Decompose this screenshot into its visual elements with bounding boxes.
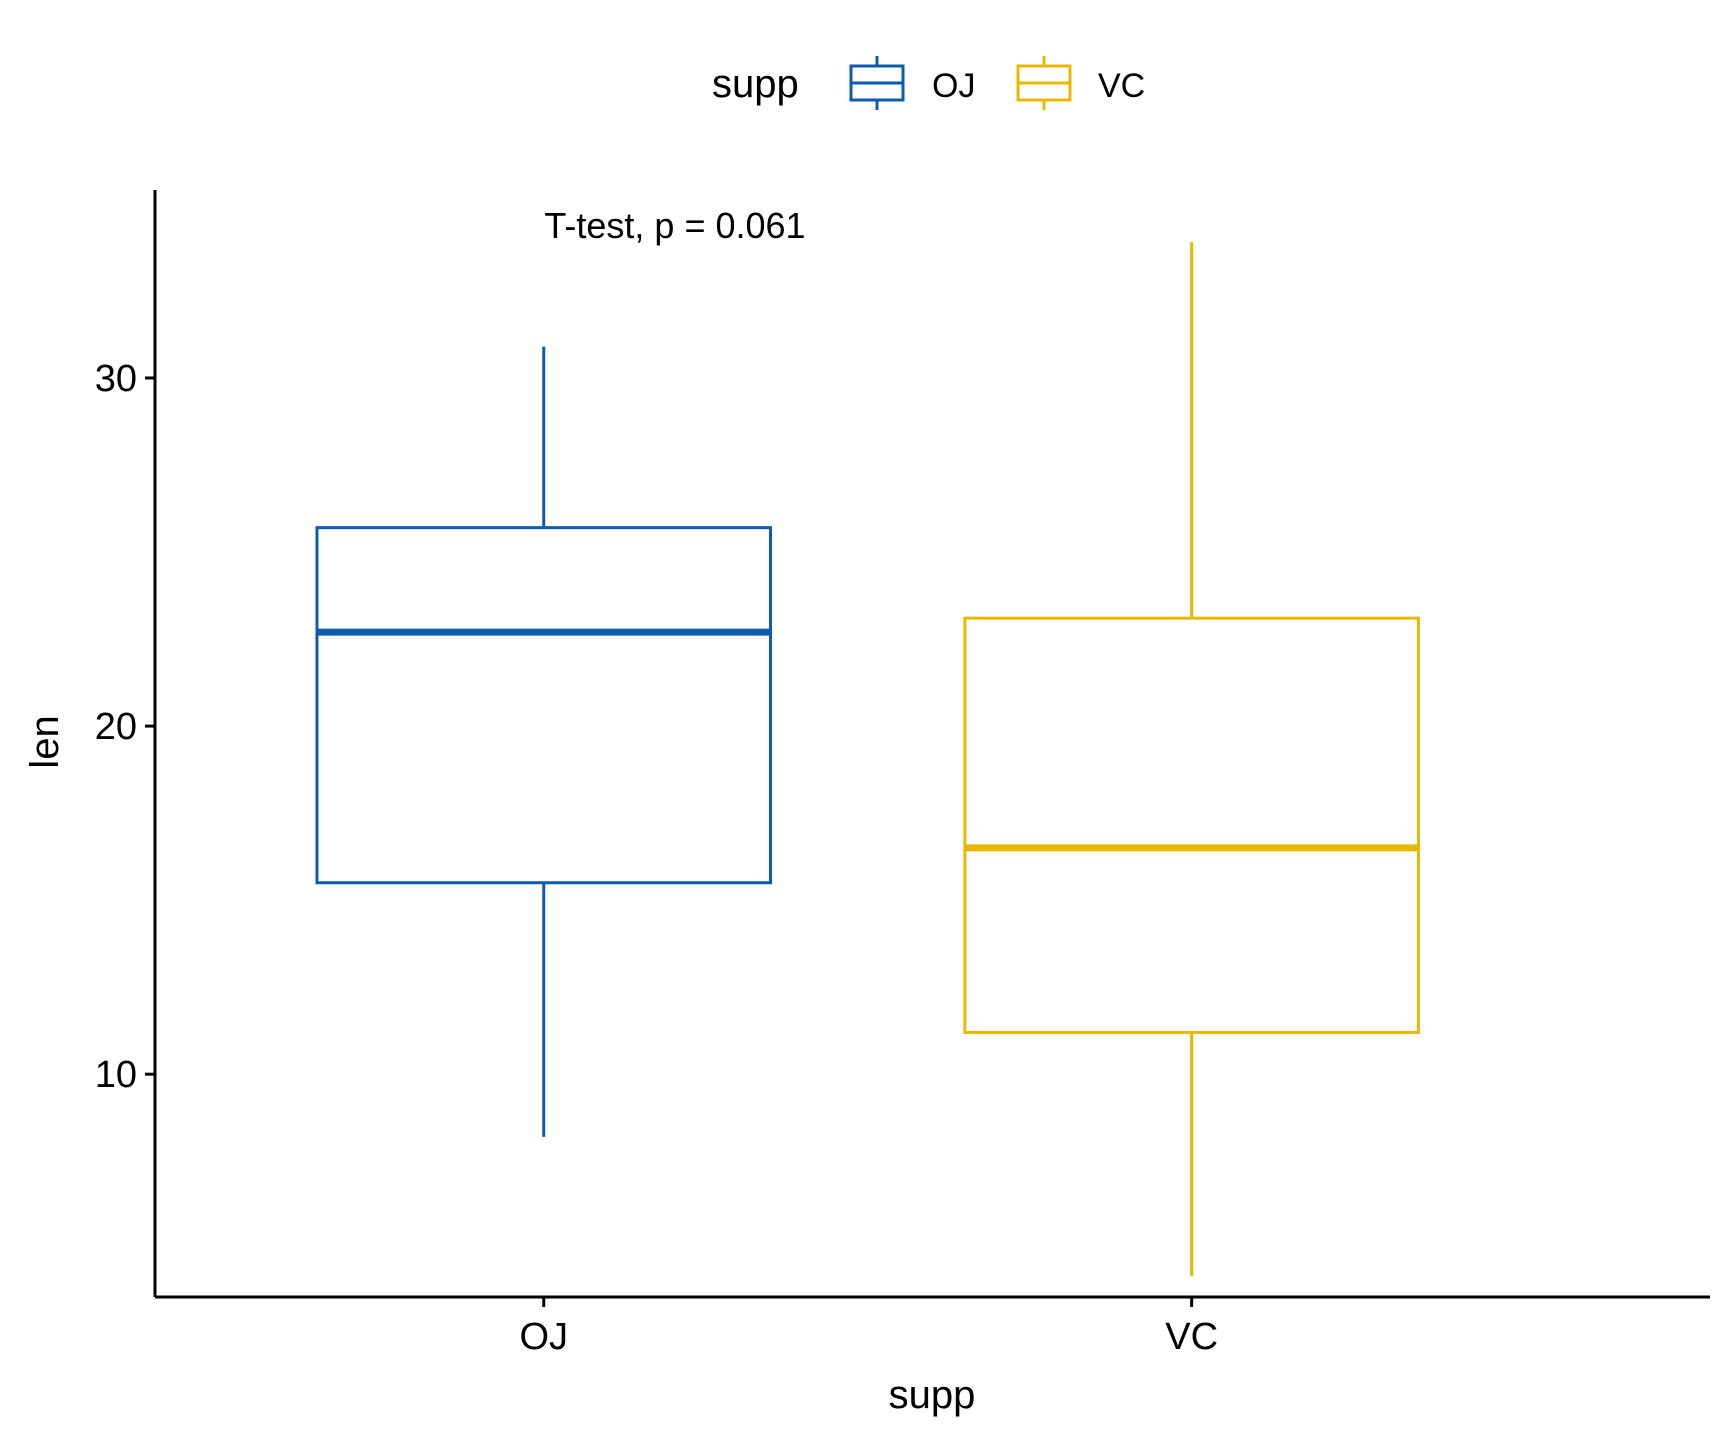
legend-label-vc: VC xyxy=(1098,67,1145,105)
y-tick-label-30: 30 xyxy=(95,358,137,400)
legend: supp OJ VC xyxy=(712,56,1145,110)
y-axis-ticks: 10 20 30 xyxy=(95,358,155,1096)
y-tick-label-20: 20 xyxy=(95,706,137,748)
y-tick-label-10: 10 xyxy=(95,1054,137,1096)
x-tick-label-oj: OJ xyxy=(519,1316,568,1358)
box-oj xyxy=(315,346,773,1137)
plot-area xyxy=(315,242,1420,1277)
legend-title: supp xyxy=(712,62,799,106)
box-vc xyxy=(963,242,1420,1277)
x-axis-ticks: OJ VC xyxy=(519,1297,1218,1358)
iqr-box-vc xyxy=(963,616,1420,1034)
x-tick-label-vc: VC xyxy=(1165,1316,1218,1358)
t-test-annotation: T-test, p = 0.061 xyxy=(544,205,805,246)
legend-key-vc xyxy=(1016,56,1072,110)
iqr-box-oj xyxy=(315,526,773,885)
legend-key-oj xyxy=(849,56,905,110)
x-axis-title: supp xyxy=(889,1373,976,1417)
legend-label-oj: OJ xyxy=(932,67,975,105)
y-axis-title: len xyxy=(23,715,67,768)
